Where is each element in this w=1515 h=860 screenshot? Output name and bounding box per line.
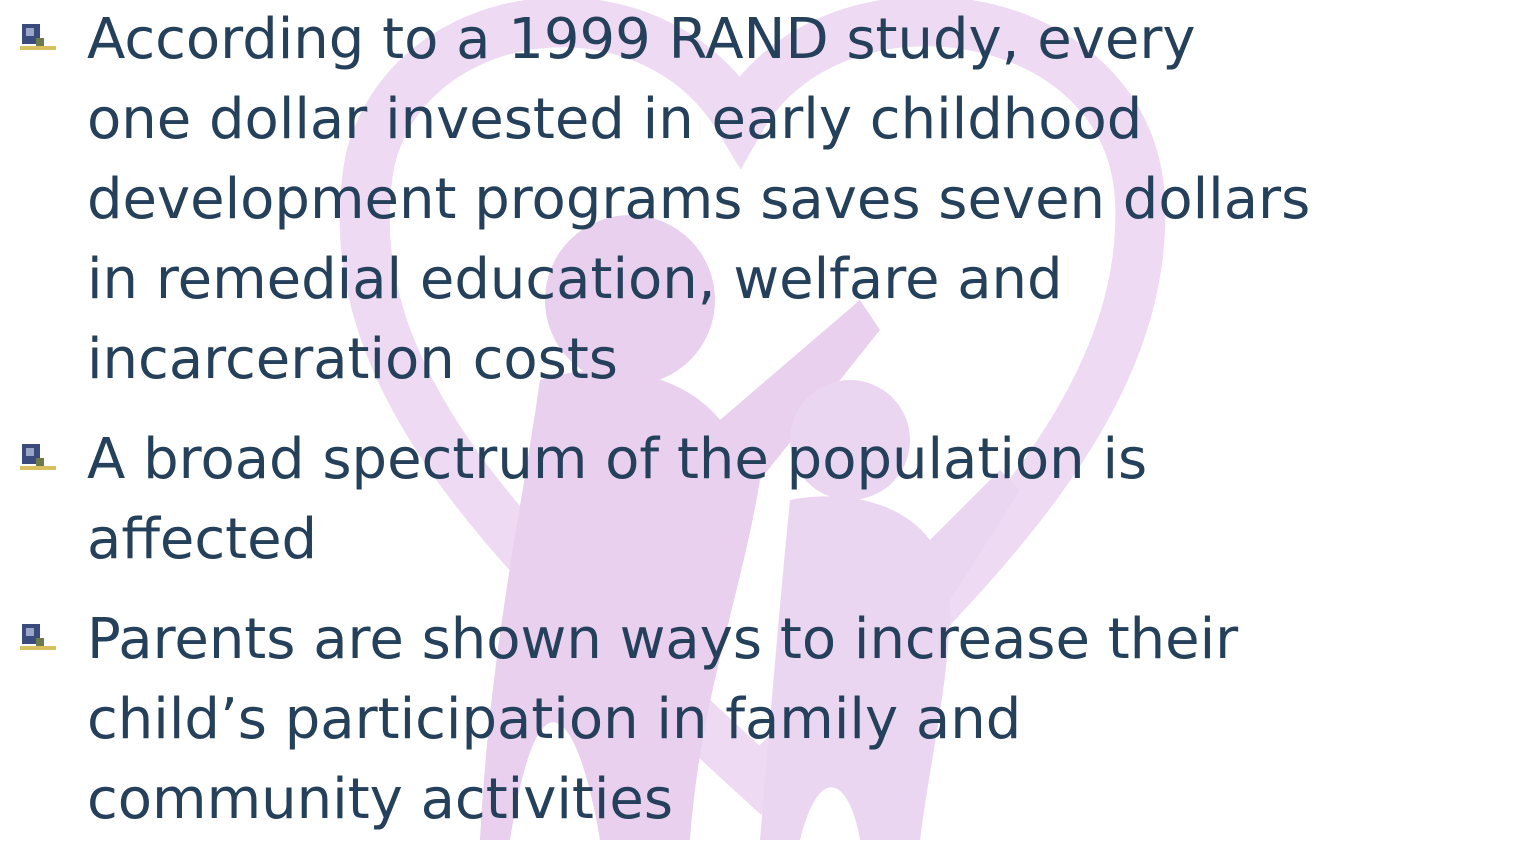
bullet-text-line: According to a 1999 RAND study, every	[87, 0, 1515, 80]
bullet-text-line: affected	[87, 500, 1515, 580]
bullet-item: Parents are shown ways to increase their…	[0, 600, 1515, 840]
bullet-text-line: child’s participation in family and	[87, 680, 1515, 760]
bullet-text-line: in remedial education, welfare and	[87, 240, 1515, 320]
bullet-text-line: Parents are shown ways to increase their	[87, 600, 1515, 680]
bullet-icon	[18, 622, 58, 656]
bullet-text-line: incarceration costs	[87, 320, 1515, 400]
bullet-icon	[18, 22, 58, 56]
bullet-icon	[18, 442, 58, 476]
bullet-text-line: community activities	[87, 760, 1515, 840]
bullet-list: According to a 1999 RAND study, everyone…	[0, 0, 1515, 860]
bullet-text-line: A broad spectrum of the population is	[87, 420, 1515, 500]
bullet-text-line: development programs saves seven dollars	[87, 160, 1515, 240]
bullet-text-line: one dollar invested in early childhood	[87, 80, 1515, 160]
